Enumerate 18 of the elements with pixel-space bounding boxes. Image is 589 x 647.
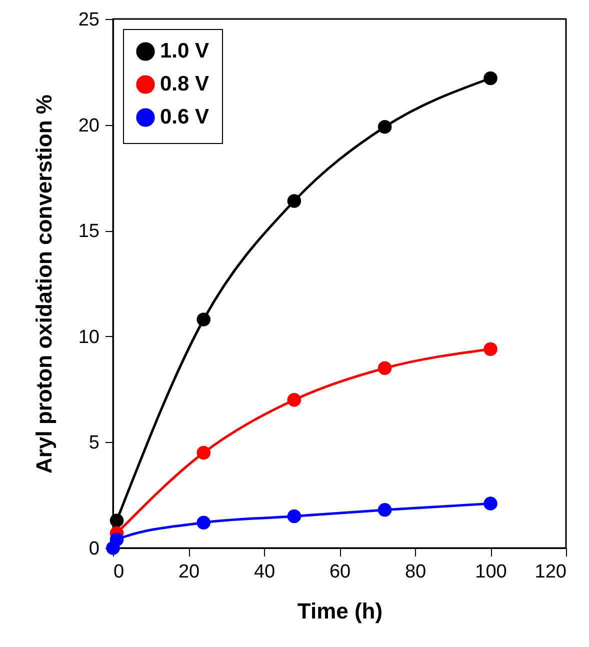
y-axis-title: Aryl proton oxidation converstion % (31, 94, 56, 474)
x-axis-title: Time (h) (297, 598, 383, 624)
legend-label: 0.6 V (160, 106, 210, 128)
x-tick-label: 40 (254, 562, 276, 582)
x-tick-label: 120 (534, 562, 566, 582)
y-tick-label: 25 (78, 10, 100, 30)
legend-label: 0.8 V (160, 72, 210, 96)
y-tick-label: 0 (88, 538, 100, 560)
y-tick-label: 5 (88, 432, 100, 454)
y-tick-label: 15 (78, 221, 100, 242)
x-tick-label: 60 (329, 562, 351, 582)
y-tick-label: 10 (78, 326, 100, 348)
x-tick-label: 0 (114, 562, 124, 582)
legend-label: 1.0 V (160, 40, 210, 62)
y-tick-label: 20 (78, 115, 100, 136)
x-tick-label: 20 (178, 562, 200, 582)
x-tick-label: 80 (404, 562, 426, 582)
x-tick-label: 100 (475, 562, 507, 582)
